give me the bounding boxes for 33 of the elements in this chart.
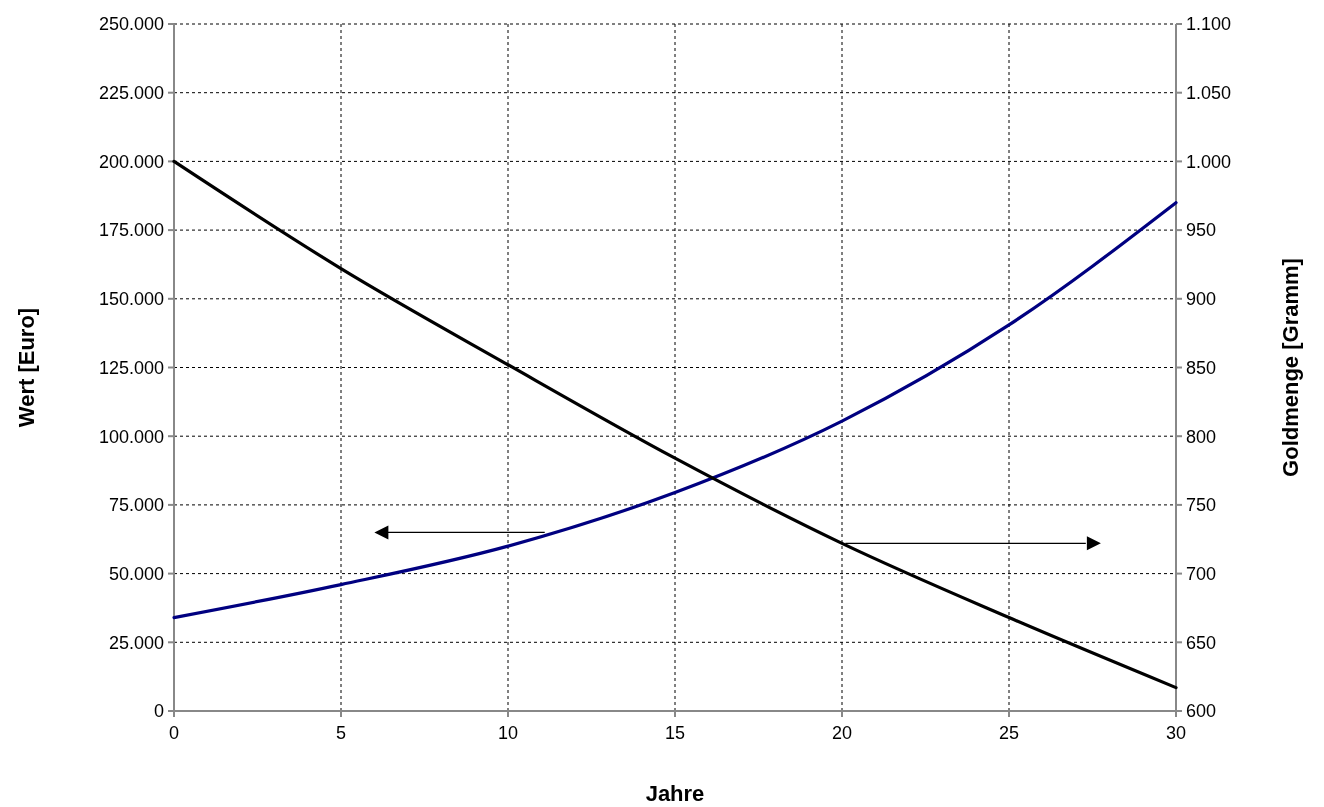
y-tick-label: 125.000 (98, 357, 164, 378)
y2-tick-label: 900 (1186, 289, 1217, 310)
x-tick-label: 30 (1165, 723, 1187, 743)
y2-tick-label: 800 (1186, 426, 1217, 447)
x-tick-label: 10 (497, 723, 519, 743)
y2-tick-label: 850 (1186, 357, 1217, 378)
x-tick-label: 20 (831, 723, 853, 743)
x-tick-label: 25 (998, 723, 1020, 743)
y-tick-label: 250.000 (98, 14, 164, 35)
y2-tick-label: 650 (1186, 632, 1217, 653)
x-tick-label: 15 (664, 723, 686, 743)
y-tick-label: 75.000 (108, 495, 164, 516)
y2-tick-label: 1.050 (1186, 83, 1232, 103)
y2-tick-label: 950 (1186, 220, 1217, 241)
y2-axis-title: Goldmenge [Gramm] (1278, 258, 1303, 477)
y2-tick-label: 750 (1186, 495, 1217, 516)
y-tick-label: 225.000 (98, 83, 164, 103)
y-tick-label: 175.000 (98, 220, 164, 241)
y-tick-label: 150.000 (98, 289, 164, 310)
y2-tick-label: 700 (1186, 563, 1217, 584)
y2-tick-label: 600 (1186, 701, 1217, 722)
y-axis-title: Wert [Euro] (14, 307, 39, 428)
x-tick-label: 0 (168, 723, 180, 743)
y-tick-label: 200.000 (98, 151, 164, 172)
x-tick-label: 5 (335, 723, 347, 743)
line-series (172, 201, 1178, 620)
y-tick-label: 100.000 (98, 426, 164, 447)
y2-tick-label: 1.100 (1186, 14, 1232, 35)
x-axis-title: Jahre (645, 781, 705, 806)
y-tick-label: 50.000 (108, 563, 164, 584)
y-tick-label: 0 (153, 701, 164, 722)
y-tick-label: 25.000 (108, 632, 164, 653)
y2-tick-label: 1.000 (1186, 151, 1232, 172)
